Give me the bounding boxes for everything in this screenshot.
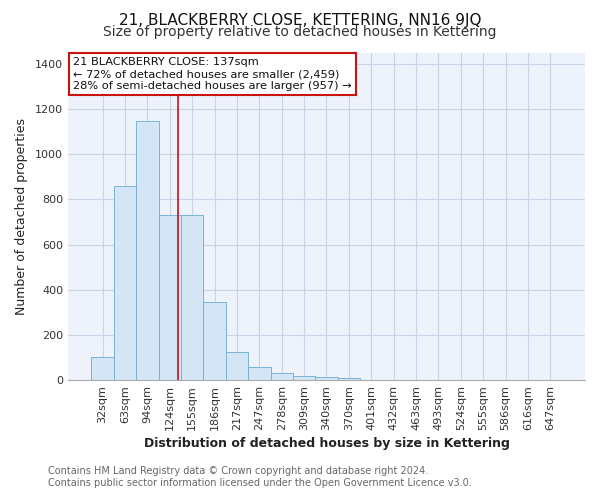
Bar — [248, 366, 271, 380]
Text: 21 BLACKBERRY CLOSE: 137sqm
← 72% of detached houses are smaller (2,459)
28% of : 21 BLACKBERRY CLOSE: 137sqm ← 72% of det… — [73, 58, 352, 90]
Bar — [338, 378, 360, 380]
X-axis label: Distribution of detached houses by size in Kettering: Distribution of detached houses by size … — [143, 437, 509, 450]
Bar — [114, 186, 136, 380]
Bar — [203, 302, 226, 380]
Bar — [226, 352, 248, 380]
Y-axis label: Number of detached properties: Number of detached properties — [15, 118, 28, 315]
Bar — [91, 358, 114, 380]
Bar — [181, 215, 203, 380]
Text: Contains HM Land Registry data © Crown copyright and database right 2024.
Contai: Contains HM Land Registry data © Crown c… — [48, 466, 472, 487]
Bar — [136, 122, 158, 380]
Bar — [158, 215, 181, 380]
Bar — [315, 377, 338, 380]
Bar — [293, 376, 315, 380]
Bar — [271, 373, 293, 380]
Text: 21, BLACKBERRY CLOSE, KETTERING, NN16 9JQ: 21, BLACKBERRY CLOSE, KETTERING, NN16 9J… — [119, 12, 481, 28]
Text: Size of property relative to detached houses in Kettering: Size of property relative to detached ho… — [103, 25, 497, 39]
